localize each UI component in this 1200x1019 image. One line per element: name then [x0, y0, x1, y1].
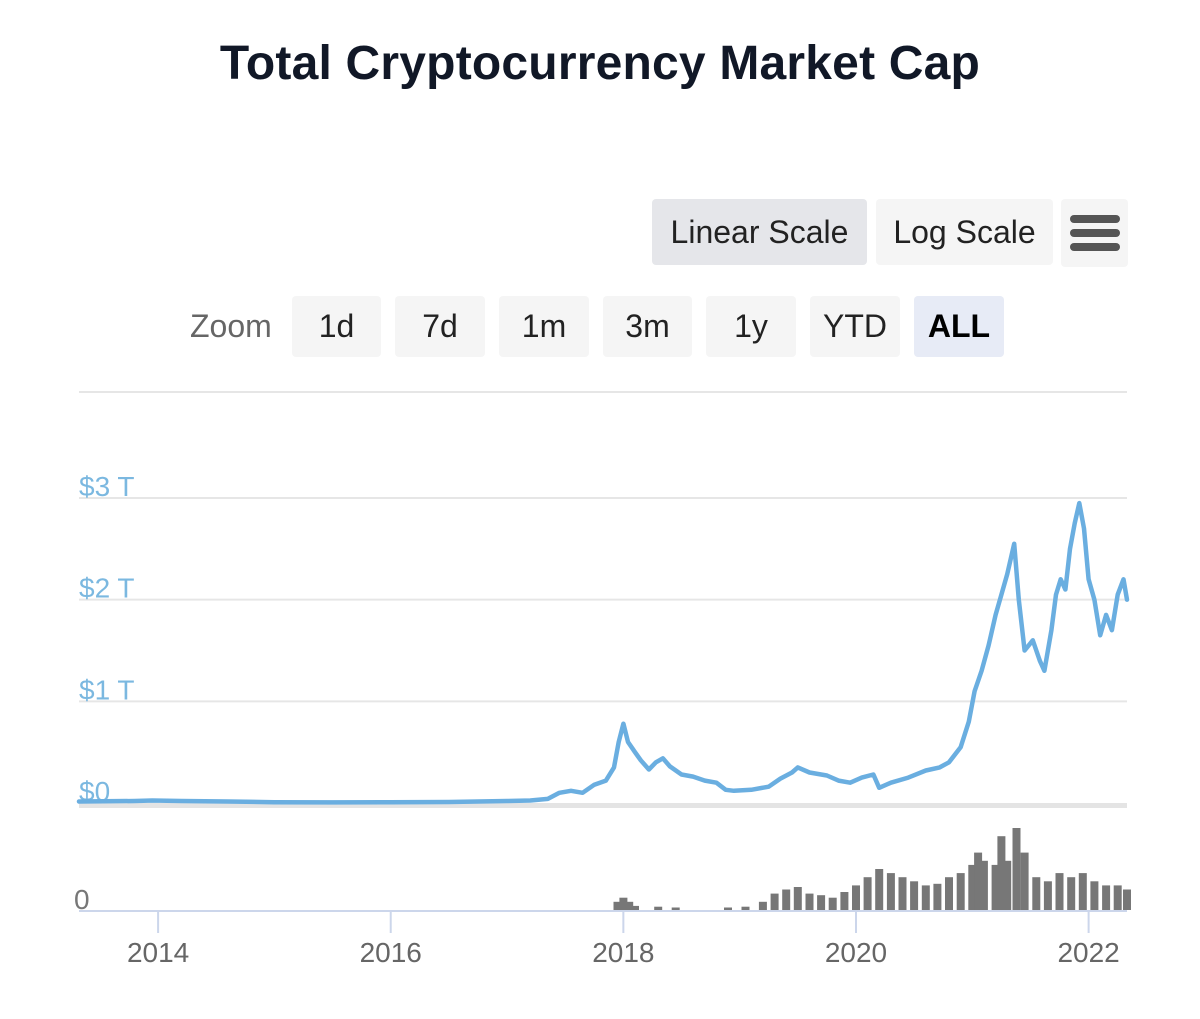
volume-bar: [724, 907, 732, 910]
x-tick-label: 2020: [825, 937, 887, 968]
volume-bar: [956, 873, 965, 910]
zoom-1m-button[interactable]: 1m: [499, 296, 589, 357]
volume-bar: [828, 897, 837, 910]
volume-bar: [782, 889, 791, 910]
x-tick-label: 2022: [1057, 937, 1119, 968]
volume-bar: [770, 893, 779, 910]
x-tick-label: 2016: [360, 937, 422, 968]
volume-bar: [1102, 885, 1111, 910]
volume-bar: [886, 873, 895, 910]
zoom-1d-button[interactable]: 1d: [292, 296, 381, 357]
volume-bar: [1032, 877, 1041, 910]
volume-bar: [1078, 873, 1087, 910]
volume-bar: [1090, 881, 1099, 910]
volume-bar: [1020, 852, 1029, 910]
volume-bar: [817, 895, 826, 910]
hamburger-menu-icon: [1070, 215, 1120, 223]
volume-bar: [613, 901, 622, 910]
volume-bar: [921, 885, 930, 910]
market-cap-line: [76, 500, 1130, 805]
hamburger-menu-icon: [1070, 243, 1120, 251]
y-gridlines: [79, 497, 1127, 703]
volume-bar: [805, 893, 814, 910]
x-tick-label: 2014: [127, 937, 189, 968]
volume-bar: [997, 836, 1006, 910]
volume-bar: [1067, 877, 1076, 910]
volume-bar: [741, 906, 750, 910]
volume-bar: [875, 869, 884, 910]
volume-bar: [898, 877, 907, 910]
volume-bar: [1113, 885, 1122, 910]
volume-bar: [631, 905, 639, 910]
volume-bar: [671, 907, 680, 910]
zoom-ytd-button[interactable]: YTD: [810, 296, 900, 357]
volume-bar: [991, 864, 1000, 910]
zoom-3m-button[interactable]: 3m: [603, 296, 692, 357]
volume-bar: [968, 864, 977, 910]
zoom-7d-button[interactable]: 7d: [395, 296, 485, 357]
volume-bar: [625, 901, 634, 910]
zoom-1y-button[interactable]: 1y: [706, 296, 796, 357]
volume-bar: [619, 897, 628, 910]
volume-bar: [910, 881, 919, 910]
y-tick-label: $2 T: [79, 573, 135, 604]
volume-bar: [793, 887, 802, 910]
volume-bar: [1123, 889, 1131, 910]
x-axis-ticks: 2014 2016 2018 2020 2022: [127, 911, 1120, 968]
log-scale-button[interactable]: Log Scale: [876, 199, 1053, 265]
y-tick-label: $1 T: [79, 674, 135, 705]
volume-bar: [974, 852, 983, 910]
linear-scale-button[interactable]: Linear Scale: [652, 199, 867, 265]
volume-bar: [654, 906, 663, 910]
volume-bar: [852, 885, 860, 910]
volume-bar: [1055, 873, 1064, 910]
hamburger-menu-button[interactable]: [1061, 199, 1128, 267]
navigator-separator: [79, 803, 1127, 808]
zoom-label: Zoom: [190, 308, 272, 344]
chart-title: Total Cryptocurrency Market Cap: [219, 37, 981, 90]
zoom-all-button[interactable]: ALL: [914, 296, 1004, 357]
volume-bar: [758, 901, 767, 910]
volume-bar: [1012, 828, 1021, 910]
volume-bar: [840, 892, 849, 910]
volume-bar: [1003, 860, 1012, 910]
y-axis-labels: $0$1 T$2 T$3 T: [79, 471, 135, 807]
x-tick-label: 2018: [592, 937, 654, 968]
volume-bars: [613, 828, 1131, 910]
y-tick-label: $3 T: [79, 471, 135, 502]
hamburger-menu-icon: [1070, 229, 1120, 237]
volume-bar: [933, 883, 942, 910]
volume-bar: [945, 877, 953, 910]
volume-bar: [863, 877, 872, 910]
volume-bar: [1043, 881, 1052, 910]
volume-bar: [979, 860, 988, 910]
volume-axis-zero-label: 0: [74, 884, 90, 915]
